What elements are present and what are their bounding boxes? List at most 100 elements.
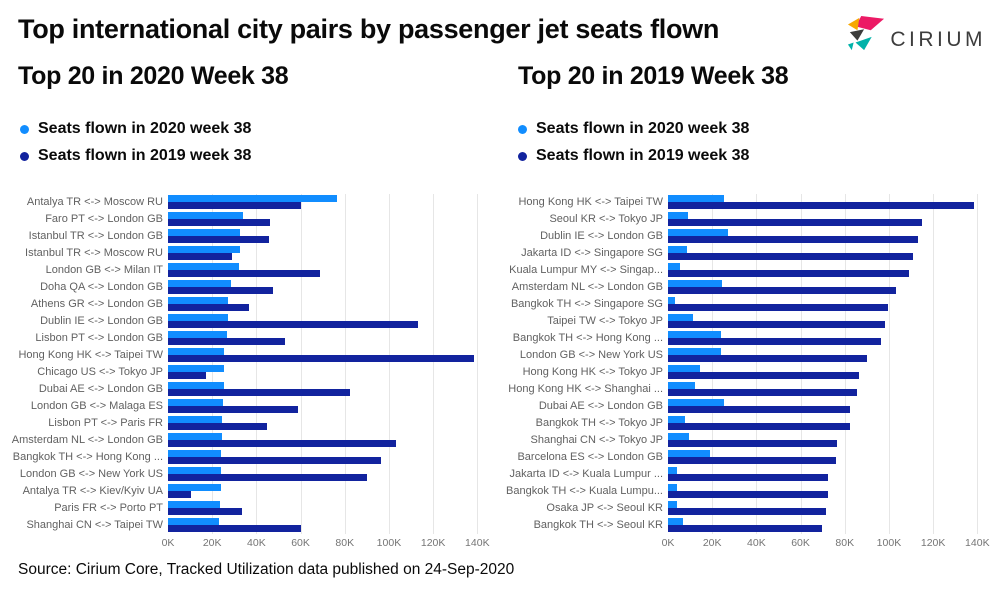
- row-plot: [668, 211, 995, 228]
- bar-seats-2019: [168, 338, 286, 345]
- bar-seats-2019: [168, 321, 418, 328]
- bar-seats-2019: [168, 457, 382, 464]
- row-plot: [668, 364, 995, 381]
- bar-seats-2020: [668, 297, 675, 304]
- gridline: [433, 194, 435, 534]
- bar-seats-2020: [168, 229, 240, 236]
- bar-seats-2019: [168, 355, 474, 362]
- bar-seats-2020: [668, 212, 688, 219]
- legend-item-2019: Seats flown in 2019 week 38: [20, 147, 251, 165]
- row-plot: [668, 415, 995, 432]
- legend-item-2020: Seats flown in 2020 week 38: [518, 120, 749, 138]
- x-axis-tick: 120K: [420, 537, 446, 549]
- category-label: Hong Kong HK <-> Taipei TW: [518, 196, 663, 208]
- cirium-logo-icon: [848, 15, 885, 51]
- bar-seats-2020: [668, 484, 677, 491]
- row-plot: [668, 517, 995, 534]
- bar-seats-2019: [668, 508, 826, 515]
- bar-seats-2020: [668, 518, 684, 525]
- x-axis-tick: 40K: [247, 537, 266, 549]
- bar-seats-2020: [668, 263, 681, 270]
- row-plot: [668, 483, 995, 500]
- bar-seats-2020: [668, 331, 722, 338]
- gridline: [977, 194, 979, 534]
- bar-seats-2019: [668, 338, 882, 345]
- row-plot: [168, 194, 495, 211]
- category-label: Bangkok TH <-> Singapore SG: [510, 298, 663, 310]
- gridline: [477, 194, 479, 534]
- bar-seats-2019: [668, 219, 923, 226]
- category-label: Lisbon PT <-> London GB: [35, 332, 163, 344]
- bar-row: Istanbul TR <-> London GB: [5, 228, 495, 245]
- legend-item-2019: Seats flown in 2019 week 38: [518, 147, 749, 165]
- bar-row: Dubai AE <-> London GB: [505, 398, 995, 415]
- bar-seats-2019: [168, 389, 351, 396]
- bar-seats-2019: [668, 525, 822, 532]
- category-label: Amsterdam NL <-> London GB: [511, 281, 663, 293]
- category-label: Jakarta ID <-> Singapore SG: [521, 247, 663, 259]
- gridline: [712, 194, 714, 534]
- row-plot: [168, 211, 495, 228]
- row-plot: [668, 279, 995, 296]
- row-plot: [168, 262, 495, 279]
- x-axis-tick: 120K: [920, 537, 946, 549]
- gridline: [888, 194, 890, 534]
- bar-row: Paris FR <-> Porto PT: [5, 500, 495, 517]
- category-label: Hong Kong HK <-> Tokyo JP: [522, 366, 663, 378]
- bar-row: Hong Kong HK <-> Taipei TW: [505, 194, 995, 211]
- bar-seats-2019: [168, 202, 301, 209]
- bar-seats-2019: [668, 287, 896, 294]
- row-plot: [168, 296, 495, 313]
- legend-dot-icon: [20, 151, 29, 161]
- category-label: Istanbul TR <-> London GB: [28, 230, 163, 242]
- bar-seats-2019: [168, 525, 301, 532]
- bar-seats-2020: [668, 416, 685, 423]
- bar-row: Osaka JP <-> Seoul KR: [505, 500, 995, 517]
- row-plot: [168, 330, 495, 347]
- gridline: [256, 194, 258, 534]
- bar-row: Bangkok TH <-> Hong Kong ...: [505, 330, 995, 347]
- x-axis: 0K 20K 40K 60K 80K 100K 120K 140K: [662, 537, 995, 553]
- category-label: Istanbul TR <-> Moscow RU: [25, 247, 163, 259]
- category-label: Dubai AE <-> London GB: [538, 400, 663, 412]
- category-label: Antalya TR <-> Moscow RU: [26, 196, 163, 208]
- category-label: Barcelona ES <-> London GB: [517, 451, 663, 463]
- category-label: London GB <-> Milan IT: [45, 264, 163, 276]
- x-axis-tick: 80K: [835, 537, 855, 549]
- legend-label: Seats flown in 2020 week 38: [536, 120, 750, 137]
- row-plot: [168, 347, 495, 364]
- bar-seats-2019: [668, 440, 838, 447]
- bar-row: Doha QA <-> London GB: [5, 279, 495, 296]
- category-label: Paris FR <-> Porto PT: [54, 502, 163, 514]
- x-axis-tick: 60K: [791, 537, 810, 549]
- row-plot: [668, 313, 995, 330]
- bar-seats-2020: [668, 229, 728, 236]
- row-plot: [168, 415, 495, 432]
- bar-seats-2020: [168, 314, 228, 321]
- gridline: [300, 194, 302, 534]
- grid-layer: [668, 194, 995, 534]
- bar-seats-2019: [668, 253, 914, 260]
- bar-seats-2020: [168, 467, 222, 474]
- gridline: [756, 194, 758, 534]
- gridline: [212, 194, 214, 534]
- chart-title-2020: Top 20 in 2020 Week 38: [18, 62, 289, 90]
- category-label: London GB <-> Malaga ES: [30, 400, 163, 412]
- row-plot: [168, 500, 495, 517]
- legend-label: Seats flown in 2020 week 38: [38, 120, 252, 137]
- category-label: Bangkok TH <-> Kuala Lumpu...: [506, 485, 663, 497]
- row-plot: [668, 466, 995, 483]
- bar-seats-2019: [668, 372, 860, 379]
- gridline: [388, 194, 390, 534]
- row-plot: [668, 330, 995, 347]
- legend-2020-chart: Seats flown in 2020 week 38 Seats flown i…: [20, 120, 251, 165]
- category-label: Lisbon PT <-> Paris FR: [48, 417, 163, 429]
- category-label: Hong Kong HK <-> Shanghai ...: [508, 383, 663, 395]
- bar-seats-2020: [168, 331, 227, 338]
- bar-row: Istanbul TR <-> Moscow RU: [5, 245, 495, 262]
- bar-seats-2020: [668, 501, 677, 508]
- row-plot: [168, 364, 495, 381]
- bar-seats-2020: [168, 246, 240, 253]
- category-label: London GB <-> New York US: [519, 349, 663, 361]
